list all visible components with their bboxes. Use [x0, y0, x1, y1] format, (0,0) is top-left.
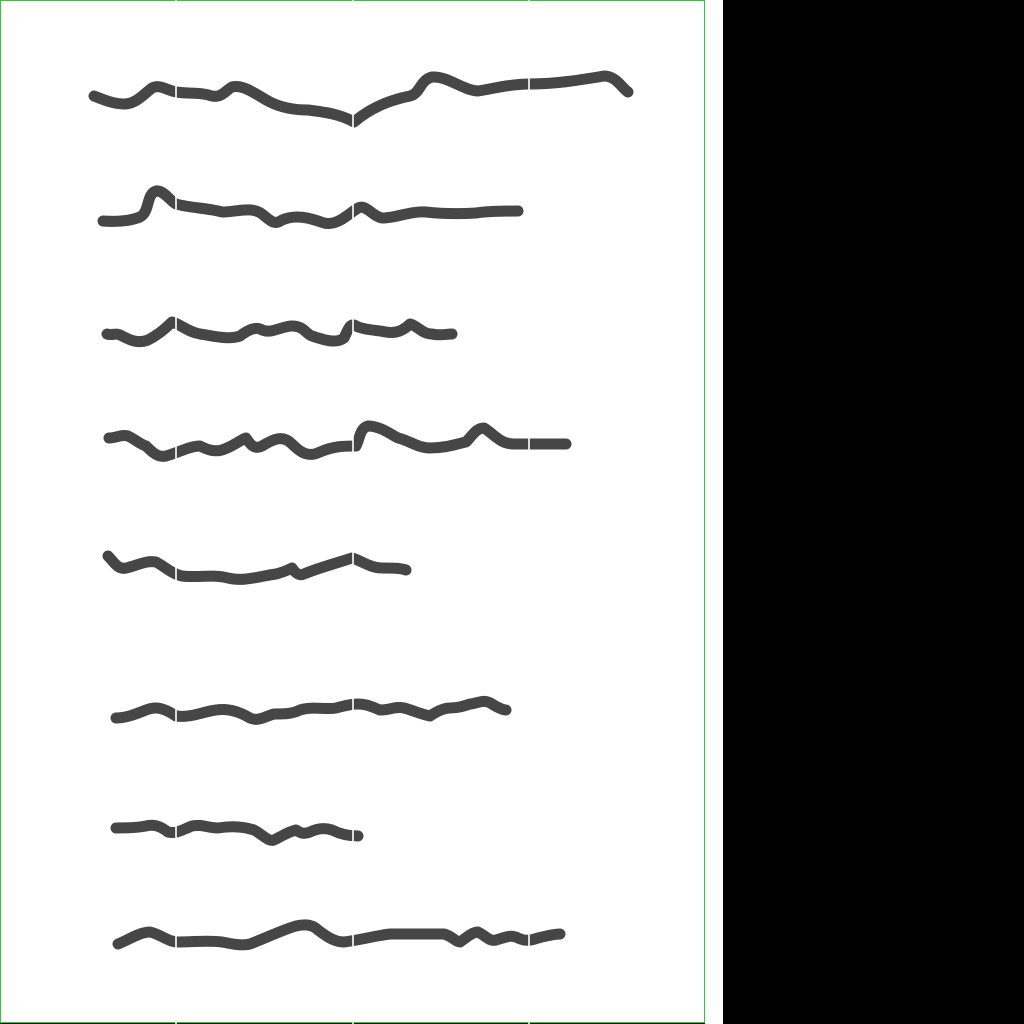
scribble-line-4: [103, 420, 572, 462]
scribble-line-3: [101, 316, 458, 348]
margin-strip: [705, 0, 723, 1024]
scribble-line-7: [110, 819, 364, 846]
handwriting-scribbles: [88, 0, 634, 1024]
scribble-line-1: [88, 70, 634, 128]
scribble-line-6: [110, 695, 512, 725]
scribble-line-5: [102, 550, 412, 585]
scribble-line-8: [112, 919, 566, 951]
empty-black-panel: [723, 0, 1024, 1024]
tile-seams: [175, 0, 530, 1024]
scribble-line-2: [97, 185, 524, 229]
